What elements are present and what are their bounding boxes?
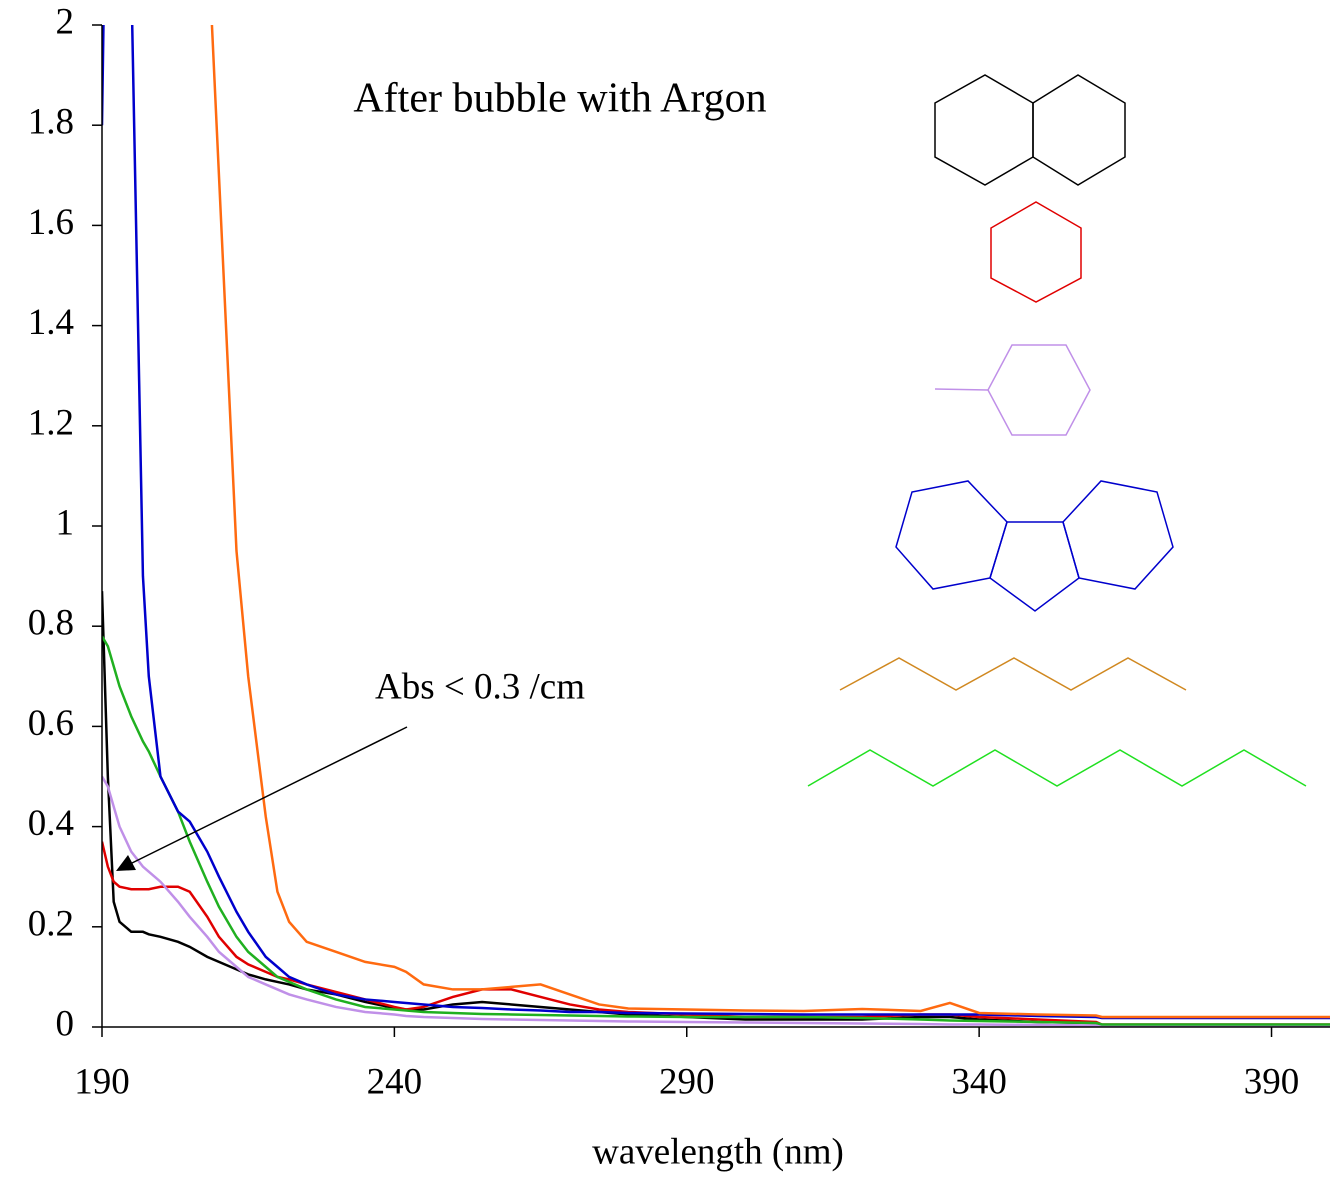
series-line <box>102 591 1330 1027</box>
chain <box>839 657 1187 691</box>
y-tick-label: 1 <box>56 502 75 543</box>
y-tick-label: 1.4 <box>28 302 74 343</box>
arrow <box>129 726 408 865</box>
annotation: After bubble with Argon <box>353 76 766 122</box>
series-line <box>102 635 1330 1026</box>
y-tick-label: 0.2 <box>28 903 74 944</box>
x-axis-label: wavelength (nm) <box>592 1131 844 1172</box>
y-tick-label: 0.8 <box>28 603 74 644</box>
y-tick-label: 1.8 <box>28 102 74 143</box>
x-tick-label: 190 <box>74 1061 130 1102</box>
y-tick-label: 0 <box>56 1003 75 1044</box>
x-tick-label: 290 <box>659 1061 715 1102</box>
annotation: Abs < 0.3 /cm <box>375 666 585 707</box>
arrow-head <box>116 855 136 871</box>
naphthalene <box>1032 74 1126 186</box>
toluene <box>987 344 1091 436</box>
series-line <box>102 841 1330 1026</box>
y-tick-label: 2 <box>56 1 75 42</box>
azulene-ring <box>895 480 1008 590</box>
y-tick-label: 1.2 <box>28 402 74 443</box>
toluene <box>934 388 989 391</box>
series-line <box>210 25 1330 1019</box>
y-tick-label: 0.6 <box>28 703 74 744</box>
x-tick-label: 340 <box>951 1061 1007 1102</box>
series-line <box>102 775 1330 1027</box>
x-tick-label: 390 <box>1244 1061 1300 1102</box>
plot-area <box>102 25 1330 1027</box>
x-tick-label: 240 <box>367 1061 423 1102</box>
chain <box>807 749 1307 787</box>
y-tick-label: 0.4 <box>28 803 74 844</box>
series-line <box>102 25 1330 1020</box>
molecules <box>807 74 1307 787</box>
azulene-ring <box>1062 480 1174 590</box>
y-tick-label: 1.6 <box>28 202 74 243</box>
azulene-ring <box>989 521 1080 612</box>
naphthalene <box>934 74 1034 186</box>
benzene <box>990 201 1082 303</box>
